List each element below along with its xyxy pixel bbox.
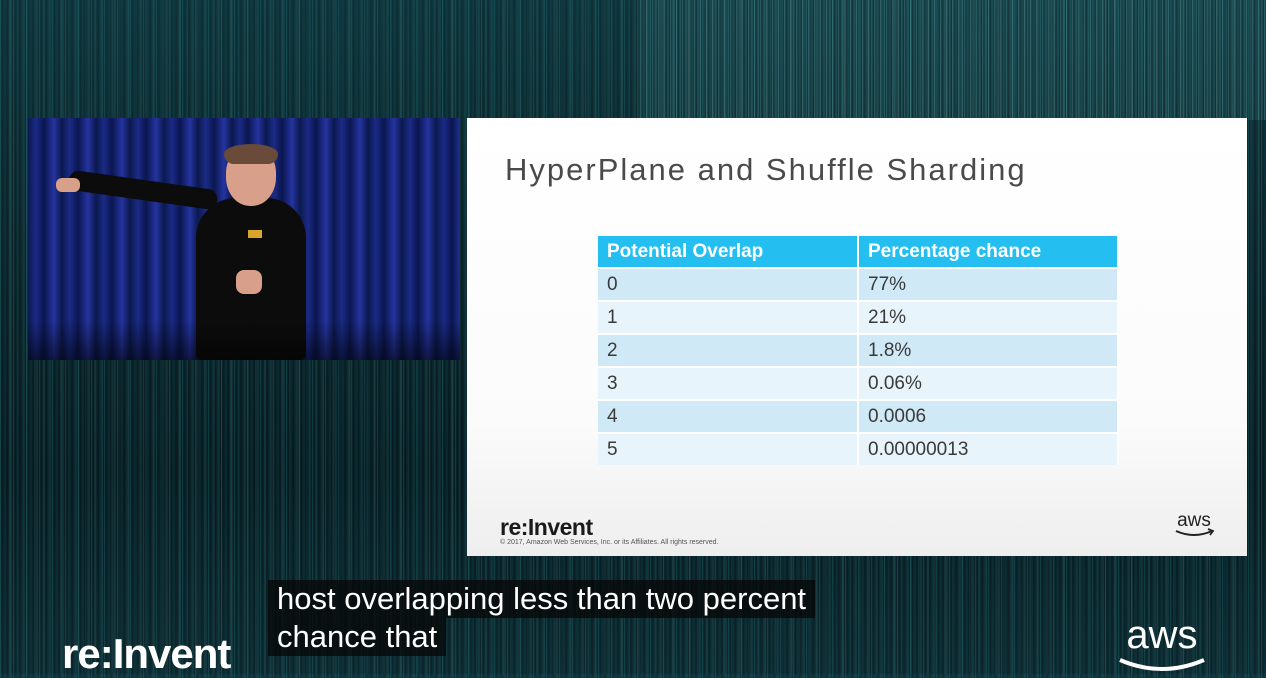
- slide-title: HyperPlane and Shuffle Sharding: [505, 152, 1027, 187]
- table-header: Potential Overlap: [598, 236, 859, 268]
- table-row: 5 0.00000013: [598, 432, 1119, 465]
- subtitle-line: chance that: [268, 618, 447, 656]
- presentation-slide: HyperPlane and Shuffle Sharding Potentia…: [467, 118, 1247, 556]
- table-cell: 1: [598, 300, 859, 334]
- speaker-hand: [56, 178, 80, 192]
- speaker-hand: [236, 270, 262, 294]
- table-cell: 3: [598, 366, 859, 400]
- table-cell: 2: [598, 333, 859, 367]
- corner-aws-logo-text: aws: [1126, 616, 1197, 657]
- speaker-video: [28, 118, 460, 360]
- subtitle-line: host overlapping less than two percent: [268, 580, 816, 618]
- table-row: 2 1.8%: [598, 333, 1119, 367]
- corner-aws-logo-icon: aws: [1119, 616, 1205, 671]
- table-cell: 0.00000013: [858, 432, 1119, 465]
- table-header-row: Potential Overlap Percentage chance: [598, 236, 1119, 268]
- table-cell: 0: [598, 267, 859, 301]
- table-cell: 5: [598, 432, 859, 465]
- table-row: 0 77%: [598, 267, 1119, 301]
- reinvent-wordmark: re:Invent: [500, 514, 593, 540]
- aws-logo-icon: aws: [1175, 510, 1215, 536]
- speaker-arm: [67, 169, 219, 211]
- aws-logo-text: aws: [1177, 510, 1211, 531]
- stage-floor: [28, 320, 460, 360]
- table-cell: 1.8%: [858, 333, 1119, 367]
- shirt-logo: [248, 230, 262, 238]
- table-row: 3 0.06%: [598, 366, 1119, 400]
- overlap-table: Potential Overlap Percentage chance 0 77…: [598, 236, 1119, 465]
- corner-reinvent-wordmark: re:Invent: [62, 630, 231, 677]
- table-cell: 0.0006: [858, 399, 1119, 433]
- table-cell: 77%: [858, 267, 1119, 301]
- speaker-hair: [224, 144, 278, 164]
- copyright-notice: © 2017, Amazon Web Services, Inc. or its…: [500, 539, 719, 546]
- table-row: 4 0.0006: [598, 399, 1119, 433]
- table-cell: 0.06%: [858, 366, 1119, 400]
- table-row: 1 21%: [598, 300, 1119, 334]
- table-header: Percentage chance: [858, 236, 1119, 268]
- table-cell: 21%: [858, 300, 1119, 334]
- background-glow: [640, 0, 1266, 120]
- table-cell: 4: [598, 399, 859, 433]
